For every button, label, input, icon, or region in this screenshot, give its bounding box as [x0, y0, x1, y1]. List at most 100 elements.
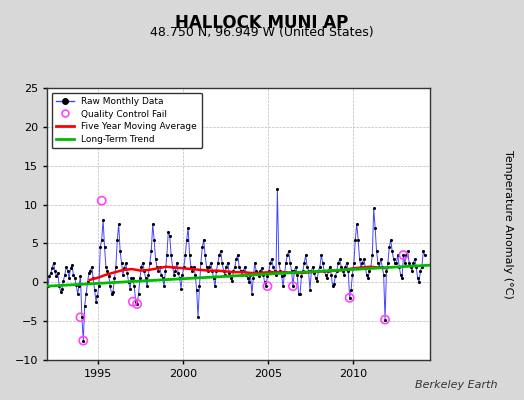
- Point: [89, 275, 97, 282]
- Point: [132, 298, 140, 305]
- Point: [421, 252, 429, 258]
- Point: [234, 252, 242, 258]
- Point: [201, 252, 209, 258]
- Point: [290, 268, 299, 274]
- Point: [277, 273, 286, 279]
- Point: [416, 268, 424, 274]
- Point: [364, 275, 372, 282]
- Point: [238, 271, 246, 278]
- Point: [310, 270, 319, 276]
- Point: [279, 283, 287, 289]
- Point: [268, 256, 276, 262]
- Point: [315, 264, 324, 270]
- Point: [106, 283, 114, 289]
- Point: [43, 283, 52, 289]
- Point: [280, 271, 289, 278]
- Point: [327, 271, 335, 278]
- Point: [367, 264, 375, 270]
- Point: [162, 252, 171, 258]
- Point: [141, 275, 150, 282]
- Point: [115, 221, 123, 227]
- Point: [330, 281, 339, 287]
- Point: [198, 244, 206, 250]
- Point: [415, 279, 423, 286]
- Point: [289, 283, 297, 289]
- Point: [112, 264, 120, 270]
- Point: [133, 301, 141, 307]
- Point: [88, 264, 96, 270]
- Point: [188, 268, 196, 274]
- Point: [272, 271, 280, 278]
- Point: [249, 275, 257, 282]
- Point: [304, 268, 313, 274]
- Point: [184, 225, 192, 231]
- Point: [307, 268, 315, 274]
- Point: [403, 248, 412, 254]
- Point: [263, 273, 271, 279]
- Point: [407, 264, 415, 270]
- Text: HALLOCK MUNI AP: HALLOCK MUNI AP: [176, 14, 348, 32]
- Point: [385, 244, 394, 250]
- Point: [77, 273, 85, 279]
- Point: [140, 268, 148, 274]
- Point: [296, 291, 304, 297]
- Point: [411, 256, 419, 262]
- Point: [287, 268, 296, 274]
- Legend: Raw Monthly Data, Quality Control Fail, Five Year Moving Average, Long-Term Tren: Raw Monthly Data, Quality Control Fail, …: [52, 92, 202, 148]
- Point: [300, 260, 309, 266]
- Point: [388, 248, 396, 254]
- Point: [130, 283, 138, 289]
- Point: [344, 268, 353, 274]
- Point: [158, 275, 167, 282]
- Point: [285, 248, 293, 254]
- Point: [59, 278, 68, 284]
- Point: [309, 264, 317, 270]
- Point: [313, 278, 321, 284]
- Point: [236, 268, 245, 274]
- Point: [134, 291, 143, 297]
- Point: [389, 256, 398, 262]
- Point: [258, 265, 266, 272]
- Point: [116, 248, 124, 254]
- Point: [129, 298, 137, 305]
- Point: [190, 264, 198, 270]
- Point: [252, 268, 260, 274]
- Point: [68, 262, 76, 268]
- Point: [256, 268, 265, 274]
- Point: [368, 252, 377, 258]
- Point: [317, 252, 325, 258]
- Point: [333, 268, 341, 274]
- Point: [303, 264, 311, 270]
- Point: [102, 264, 110, 270]
- Point: [255, 273, 263, 279]
- Point: [146, 260, 154, 266]
- Point: [185, 252, 194, 258]
- Point: [373, 248, 381, 254]
- Point: [383, 268, 391, 274]
- Point: [220, 268, 228, 274]
- Point: [334, 260, 343, 266]
- Point: [335, 256, 344, 262]
- Point: [161, 268, 170, 274]
- Point: [221, 271, 229, 278]
- Point: [47, 270, 55, 276]
- Point: [354, 236, 362, 243]
- Point: [265, 268, 273, 274]
- Point: [343, 260, 351, 266]
- Point: [123, 270, 132, 276]
- Point: [283, 252, 291, 258]
- Point: [124, 279, 133, 286]
- Point: [355, 256, 364, 262]
- Point: [160, 283, 168, 289]
- Point: [192, 287, 201, 293]
- Point: [86, 268, 94, 274]
- Point: [166, 232, 174, 239]
- Point: [148, 221, 157, 227]
- Point: [361, 264, 369, 270]
- Point: [127, 275, 136, 282]
- Point: [409, 260, 418, 266]
- Point: [402, 252, 410, 258]
- Point: [103, 268, 112, 274]
- Point: [345, 295, 354, 301]
- Point: [218, 260, 226, 266]
